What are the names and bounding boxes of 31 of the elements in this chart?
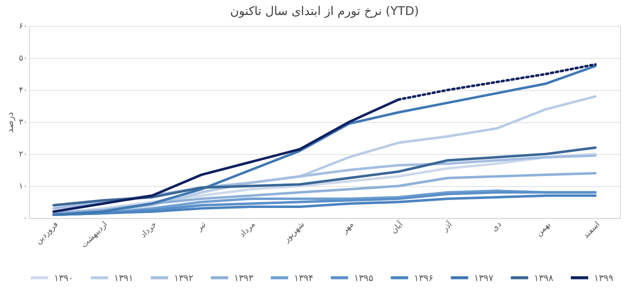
legend-label: ۱۳۹۱ (114, 274, 134, 284)
x-tick-label: خرداد (138, 220, 158, 240)
y-tick-label: ۱۰ (18, 182, 28, 190)
y-tick-label: ۰ (23, 214, 28, 222)
legend-label: ۱۳۹۹ (594, 274, 614, 284)
x-tick-label: تیر (194, 220, 208, 234)
x-tick-label: مرداد (238, 220, 257, 239)
legend-label: ۱۳۹۲ (174, 274, 194, 284)
x-tick-label: شهریور (281, 220, 306, 245)
legend-label: ۱۳۹۷ (474, 274, 494, 284)
legend-label: ۱۳۹۳ (234, 274, 254, 284)
legend-label: ۱۳۹۴ (294, 274, 314, 284)
legend-label: ۱۳۹۰ (54, 274, 74, 284)
x-tick-label: اردیبهشت (79, 220, 110, 250)
legend-label: ۱۳۹۵ (354, 274, 374, 284)
x-tick-label: اسفند (581, 220, 602, 240)
x-tick-label: دی (490, 219, 504, 234)
x-tick-label: بهمن (534, 220, 552, 238)
x-tick-label: مهر (339, 220, 356, 236)
legend-label: ۱۳۹۸ (534, 274, 554, 284)
legend-label: ۱۳۹۶ (414, 274, 434, 284)
y-tick-label: ۵۰ (18, 54, 28, 62)
x-tick-label: آبان (388, 218, 406, 236)
chart-title: نرخ تورم از ابتدای سال تاکنون (YTD) (230, 4, 419, 18)
y-tick-label: ۴۰ (18, 86, 28, 94)
x-tick-label: فروردین (34, 220, 60, 246)
y-tick-label: ۳۰ (18, 118, 28, 126)
y-tick-label: ۲۰ (18, 150, 28, 158)
y-tick-label: ۶۰ (18, 22, 28, 30)
x-tick-label: آذر (439, 218, 454, 234)
y-axis-title: درصد (6, 112, 16, 133)
